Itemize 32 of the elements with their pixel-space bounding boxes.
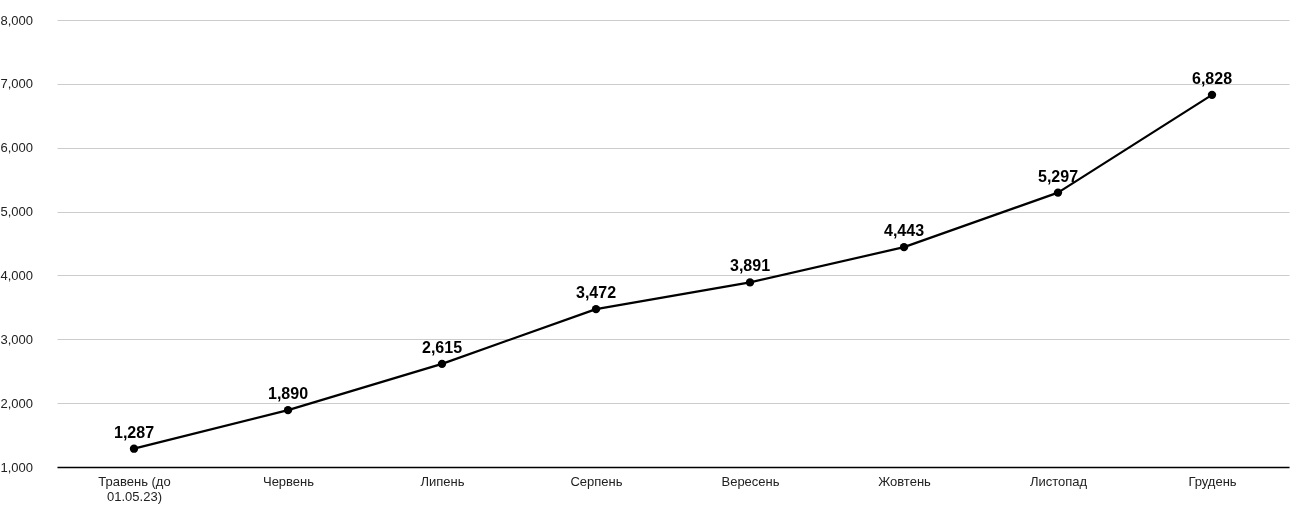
x-tick-label: Липень — [420, 473, 465, 489]
x-tick-label: Червень — [262, 473, 315, 489]
data-label: 4,443 — [883, 222, 925, 240]
y-tick-label: 3,000 — [0, 331, 34, 347]
data-label: 6,828 — [1191, 69, 1233, 87]
x-tick-label: Вересень — [721, 473, 780, 489]
y-tick-label: 8,000 — [0, 12, 34, 28]
point — [1053, 188, 1063, 197]
data-label: 1,890 — [267, 385, 309, 403]
point — [591, 304, 601, 314]
point — [745, 278, 755, 287]
point — [1207, 90, 1217, 100]
y-tick-label: 1,000 — [0, 459, 34, 475]
data-label: 3,472 — [575, 284, 617, 302]
y-tick-label: 7,000 — [0, 76, 34, 92]
data-label: 1,287 — [113, 423, 155, 441]
x-tick-label: Травень (до 01.05.23) — [98, 473, 171, 504]
x-tick-label: Серпень — [570, 473, 623, 489]
point — [437, 359, 447, 369]
data-label: 5,297 — [1037, 167, 1079, 185]
y-tick-label: 6,000 — [0, 140, 34, 156]
x-tick-label: Жовтень — [878, 473, 932, 489]
point — [283, 405, 293, 415]
point — [129, 444, 139, 453]
point — [899, 242, 909, 252]
y-tick-label: 4,000 — [0, 267, 34, 283]
data-label: 3,891 — [729, 257, 771, 275]
data-label: 2,615 — [421, 338, 463, 356]
y-tick-label: 2,000 — [0, 395, 34, 411]
y-tick-label: 5,000 — [0, 204, 34, 220]
x-tick-label: Грудень — [1188, 473, 1237, 489]
x-tick-label: Листопад — [1029, 473, 1088, 489]
